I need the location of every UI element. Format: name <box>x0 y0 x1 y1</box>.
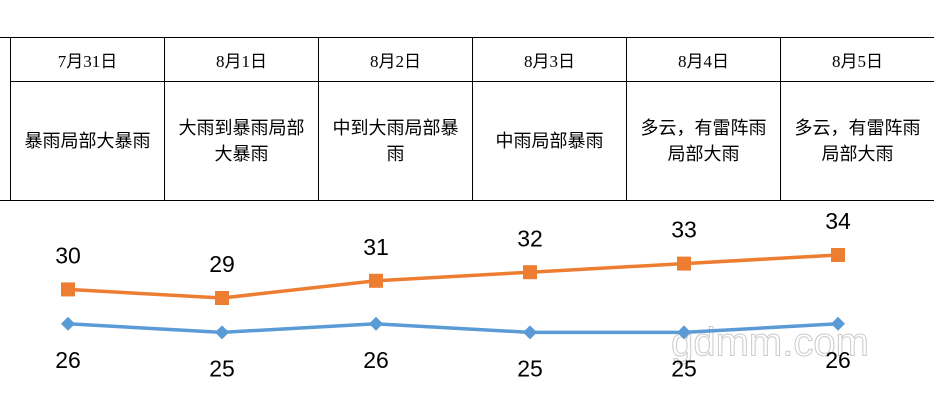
table-column: 8月5日多云，有雷阵雨局部大雨 <box>780 38 934 200</box>
value-label: 32 <box>517 225 543 251</box>
date-cell: 8月2日 <box>319 38 472 82</box>
date-cell: 8月1日 <box>165 38 318 82</box>
marker <box>523 325 537 340</box>
weather-cell: 中到大雨局部暴雨 <box>332 118 459 164</box>
value-label: 34 <box>825 208 851 234</box>
value-label: 25 <box>517 355 543 381</box>
marker <box>369 273 383 288</box>
value-label: 30 <box>55 242 81 268</box>
date-cell: 8月4日 <box>627 38 780 82</box>
weather-cell: 暴雨局部大暴雨 <box>24 131 151 151</box>
marker <box>369 316 383 331</box>
weather-cell: 多云，有雷阵雨局部大雨 <box>640 118 767 164</box>
marker <box>677 256 691 271</box>
value-label: 29 <box>209 251 235 277</box>
date-cell: 7月31日 <box>11 38 164 82</box>
weather-cell: 中雨局部暴雨 <box>495 131 604 151</box>
marker <box>215 325 229 340</box>
weather-cell: 大雨到暴雨局部大暴雨 <box>178 118 305 164</box>
marker <box>215 291 229 305</box>
value-label: 26 <box>55 347 81 373</box>
value-label: 25 <box>209 355 235 381</box>
value-label: 26 <box>363 347 389 373</box>
table-column: 8月2日中到大雨局部暴雨 <box>318 38 472 200</box>
marker <box>677 325 691 340</box>
value-label: 25 <box>671 355 697 381</box>
marker <box>61 316 75 331</box>
marker <box>831 248 845 262</box>
series-line <box>67 253 839 300</box>
series-line <box>67 322 839 335</box>
marker <box>523 265 537 280</box>
marker <box>61 282 75 297</box>
table-column: 8月4日多云，有雷阵雨局部大雨 <box>626 38 780 200</box>
weather-cell: 多云，有雷阵雨局部大雨 <box>794 118 921 164</box>
table-column: 8月3日中雨局部暴雨 <box>472 38 626 200</box>
date-cell: 8月5日 <box>781 38 934 82</box>
date-cell: 8月3日 <box>473 38 626 82</box>
forecast-table: 7月31日 暴雨局部大暴雨 8月1日 大雨到暴雨局部大暴雨 8月2日 中到大雨局部暴雨 8月… <box>0 37 934 201</box>
table-column: 7月31日暴雨局部大暴雨 <box>10 38 164 200</box>
value-label: 26 <box>825 347 851 373</box>
marker <box>831 316 845 331</box>
value-label: 33 <box>671 217 697 243</box>
value-label: 31 <box>363 234 389 260</box>
table-column: 8月1日大雨到暴雨局部大暴雨 <box>164 38 318 200</box>
